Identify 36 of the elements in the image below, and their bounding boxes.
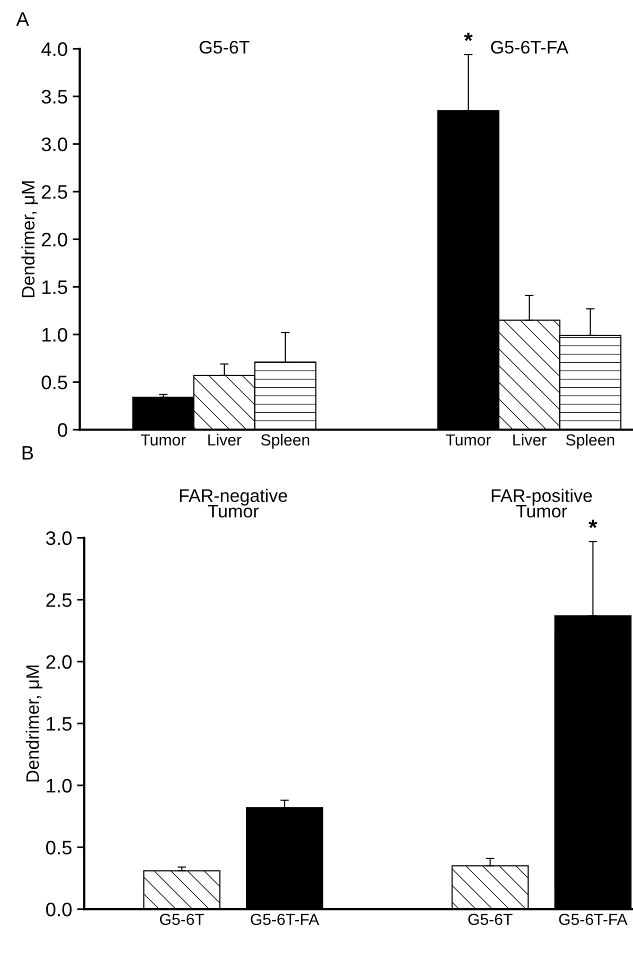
y-tick-label: 1.5 <box>42 280 68 294</box>
y-tick-label: 0.5 <box>42 376 68 390</box>
text: B <box>22 446 34 460</box>
y-axis-title: Dendrimer, μM <box>26 666 42 782</box>
text: FAR-negative Tumor <box>180 488 288 518</box>
y-tick-label: 3.0 <box>42 137 68 152</box>
x-tick-label: Spleen <box>261 434 310 449</box>
y-tick-label: 1.0 <box>42 328 68 342</box>
y-tick-label: 2.5 <box>46 593 72 607</box>
y-tick-label: 4.0 <box>41 42 68 56</box>
text: FAR-positive Tumor <box>492 488 592 518</box>
annotation: G5-6T <box>200 40 250 54</box>
y-tick-label: 3.5 <box>42 90 68 104</box>
x-tick-label: Liver <box>513 434 546 446</box>
text: * <box>588 520 598 528</box>
x-tick-label: G5-6T-FA <box>250 914 320 926</box>
y-tick-label: 2.5 <box>42 185 68 199</box>
x-tick-label: G5-6T <box>160 914 204 926</box>
y-tick-label: 0.0 <box>46 902 72 916</box>
y-tick-label: 1.0 <box>46 778 72 793</box>
y-tick-label: 1.5 <box>46 717 72 731</box>
text: A <box>16 12 30 26</box>
annotation: G5-6T-FA <box>491 40 568 54</box>
text: * <box>464 32 473 41</box>
x-tick-label: G5-6T <box>468 914 512 926</box>
y-tick-label: 0.5 <box>46 840 72 854</box>
y-tick-label: 3.0 <box>46 531 72 546</box>
x-tick-label: Tumor <box>446 434 491 446</box>
y-axis-title: Dendrimer, μM <box>21 181 38 298</box>
y-tick-label: 0 <box>58 423 68 437</box>
y-tick-label: 2.0 <box>42 232 68 246</box>
x-tick-label: Spleen <box>566 434 614 449</box>
y-tick-label: 2.0 <box>46 655 72 669</box>
x-tick-label: G5-6T-FA <box>559 914 628 926</box>
x-tick-label: Liver <box>208 434 242 446</box>
x-tick-label: Tumor <box>140 434 186 446</box>
